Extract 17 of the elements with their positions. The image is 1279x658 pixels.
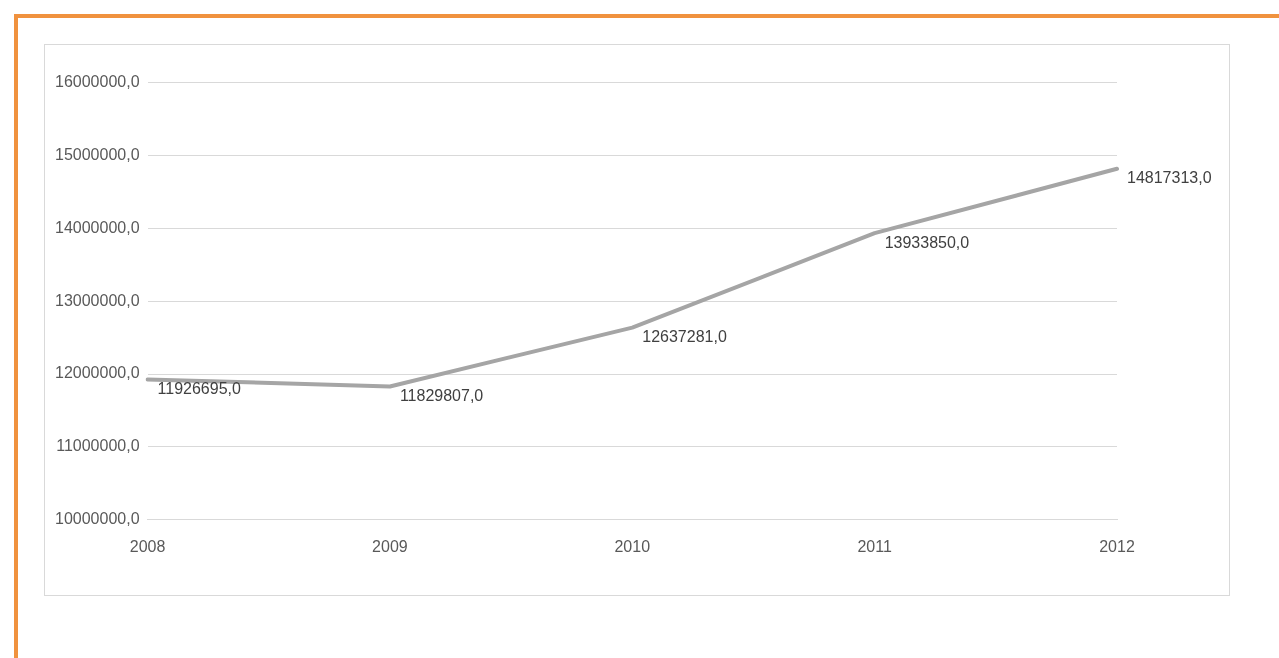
y-tick-label: 13000000,0 xyxy=(55,291,140,309)
y-tick-label: 10000000,0 xyxy=(55,510,140,528)
data-label: 11829807,0 xyxy=(399,386,484,404)
y-tick-label: 12000000,0 xyxy=(55,364,140,382)
data-label: 12637281,0 xyxy=(642,328,727,346)
x-tick-label: 2009 xyxy=(372,537,408,555)
y-tick-label: 15000000,0 xyxy=(55,145,140,163)
x-tick-label: 2008 xyxy=(129,537,166,555)
y-tick-label: 11000000,0 xyxy=(56,437,140,455)
y-tick-label: 16000000,0 xyxy=(55,73,140,91)
x-tick-label: 2011 xyxy=(857,537,892,555)
y-tick-label: 14000000,0 xyxy=(55,218,140,236)
data-label: 14817313,0 xyxy=(1127,169,1212,187)
x-tick-label: 2010 xyxy=(614,537,651,555)
data-label: 13933850,0 xyxy=(884,233,970,251)
data-label: 11926695,0 xyxy=(157,379,241,397)
x-tick-label: 2012 xyxy=(1099,537,1135,555)
